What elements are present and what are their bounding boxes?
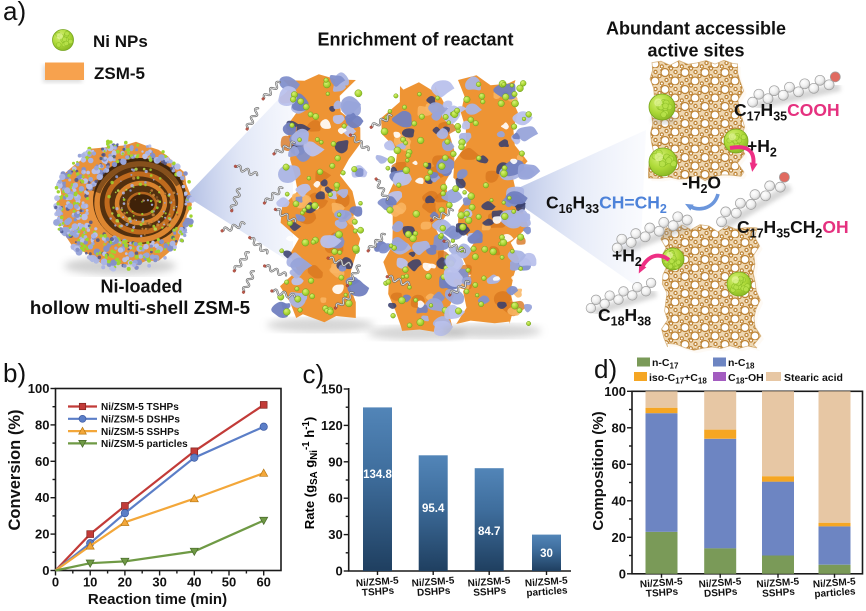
svg-text:TSHPs: TSHPs <box>362 586 395 599</box>
svg-text:Enrichment of reactant: Enrichment of reactant <box>317 30 513 50</box>
svg-text:30: 30 <box>152 575 166 590</box>
svg-text:hollow multi-shell ZSM-5: hollow multi-shell ZSM-5 <box>30 297 250 318</box>
svg-text:0: 0 <box>42 563 49 578</box>
svg-text:20: 20 <box>612 530 626 545</box>
svg-text:n-C17: n-C17 <box>652 357 679 371</box>
svg-text:n-C18: n-C18 <box>728 357 755 371</box>
svg-text:0: 0 <box>619 566 626 581</box>
svg-text:Ni/ZSM-5: Ni/ZSM-5 <box>356 575 400 589</box>
svg-text:TSHPs: TSHPs <box>646 587 679 600</box>
svg-text:a): a) <box>3 0 26 26</box>
svg-text:40: 40 <box>187 575 201 590</box>
svg-text:0: 0 <box>52 575 59 590</box>
svg-text:30: 30 <box>540 548 553 560</box>
svg-text:ZSM-5: ZSM-5 <box>94 64 145 83</box>
svg-text:C17H35CH2OH: C17H35CH2OH <box>737 217 849 241</box>
svg-text:150: 150 <box>321 382 343 397</box>
svg-text:40: 40 <box>612 493 626 508</box>
svg-text:Ni/ZSM-5: Ni/ZSM-5 <box>640 576 684 590</box>
svg-text:90: 90 <box>328 454 342 469</box>
svg-text:+H2: +H2 <box>612 246 642 270</box>
svg-text:Abundant accessible: Abundant accessible <box>606 19 786 39</box>
svg-text:Ni/ZSM-5: Ni/ZSM-5 <box>411 575 455 589</box>
svg-text:c): c) <box>303 359 325 389</box>
svg-text:Ni/ZSM-5 DSHPs: Ni/ZSM-5 DSHPs <box>101 415 180 426</box>
svg-text:84.7: 84.7 <box>478 526 500 538</box>
svg-text:60: 60 <box>328 491 342 506</box>
svg-text:DSHPs: DSHPs <box>417 586 451 599</box>
svg-text:Ni/ZSM-5 particles: Ni/ZSM-5 particles <box>101 439 188 450</box>
svg-text:100: 100 <box>28 381 50 396</box>
svg-text:C18-OH: C18-OH <box>728 372 764 386</box>
svg-text:Ni NPs: Ni NPs <box>93 32 148 51</box>
svg-text:Reaction time (min): Reaction time (min) <box>88 591 227 608</box>
svg-text:120: 120 <box>321 418 343 433</box>
svg-text:d): d) <box>594 354 617 384</box>
svg-text:Rate (gSA gNi-1 h-1): Rate (gSA gNi-1 h-1) <box>301 417 320 529</box>
svg-text:+H2: +H2 <box>747 136 777 160</box>
svg-text:particles: particles <box>814 586 856 600</box>
svg-text:Conversion (%): Conversion (%) <box>6 409 24 530</box>
svg-text:0: 0 <box>335 564 342 579</box>
svg-text:134.8: 134.8 <box>363 469 392 481</box>
svg-text:Ni/ZSM-5 SSHPs: Ni/ZSM-5 SSHPs <box>101 427 180 438</box>
svg-text:active sites: active sites <box>647 41 744 61</box>
svg-text:DSHPs: DSHPs <box>704 587 738 600</box>
svg-text:40: 40 <box>35 490 49 505</box>
svg-text:C16H33CH=CH2: C16H33CH=CH2 <box>546 193 667 217</box>
svg-text:SSHPs: SSHPs <box>473 586 507 599</box>
svg-text:particles: particles <box>526 585 568 599</box>
svg-text:Stearic acid: Stearic acid <box>784 372 843 384</box>
svg-text:Ni-loaded: Ni-loaded <box>100 277 182 297</box>
svg-text:100: 100 <box>604 384 626 399</box>
svg-text:Ni/ZSM-5: Ni/ZSM-5 <box>813 576 857 590</box>
svg-text:-H2O: -H2O <box>682 173 721 197</box>
svg-text:Ni/ZSM-5: Ni/ZSM-5 <box>756 576 800 590</box>
svg-text:Ni/ZSM-5: Ni/ZSM-5 <box>467 575 511 589</box>
svg-text:iso-C17+C18: iso-C17+C18 <box>649 372 707 386</box>
svg-text:C17H35COOH: C17H35COOH <box>734 100 840 124</box>
svg-text:60: 60 <box>256 575 270 590</box>
svg-text:95.4: 95.4 <box>422 503 445 515</box>
svg-text:30: 30 <box>328 527 342 542</box>
svg-text:50: 50 <box>222 575 236 590</box>
svg-text:C18H38: C18H38 <box>598 305 651 329</box>
svg-text:60: 60 <box>612 457 626 472</box>
svg-text:20: 20 <box>35 527 49 542</box>
svg-text:10: 10 <box>83 575 97 590</box>
svg-text:Ni/ZSM-5: Ni/ZSM-5 <box>525 575 569 589</box>
svg-text:20: 20 <box>118 575 132 590</box>
svg-text:SSHPs: SSHPs <box>762 587 796 600</box>
svg-text:Ni/ZSM-5 TSHPs: Ni/ZSM-5 TSHPs <box>101 402 179 413</box>
svg-text:80: 80 <box>35 417 49 432</box>
svg-text:Ni/ZSM-5: Ni/ZSM-5 <box>698 576 742 590</box>
svg-text:Composition (%): Composition (%) <box>590 411 607 530</box>
svg-text:b): b) <box>3 358 26 388</box>
svg-text:80: 80 <box>612 420 626 435</box>
svg-text:60: 60 <box>35 454 49 469</box>
